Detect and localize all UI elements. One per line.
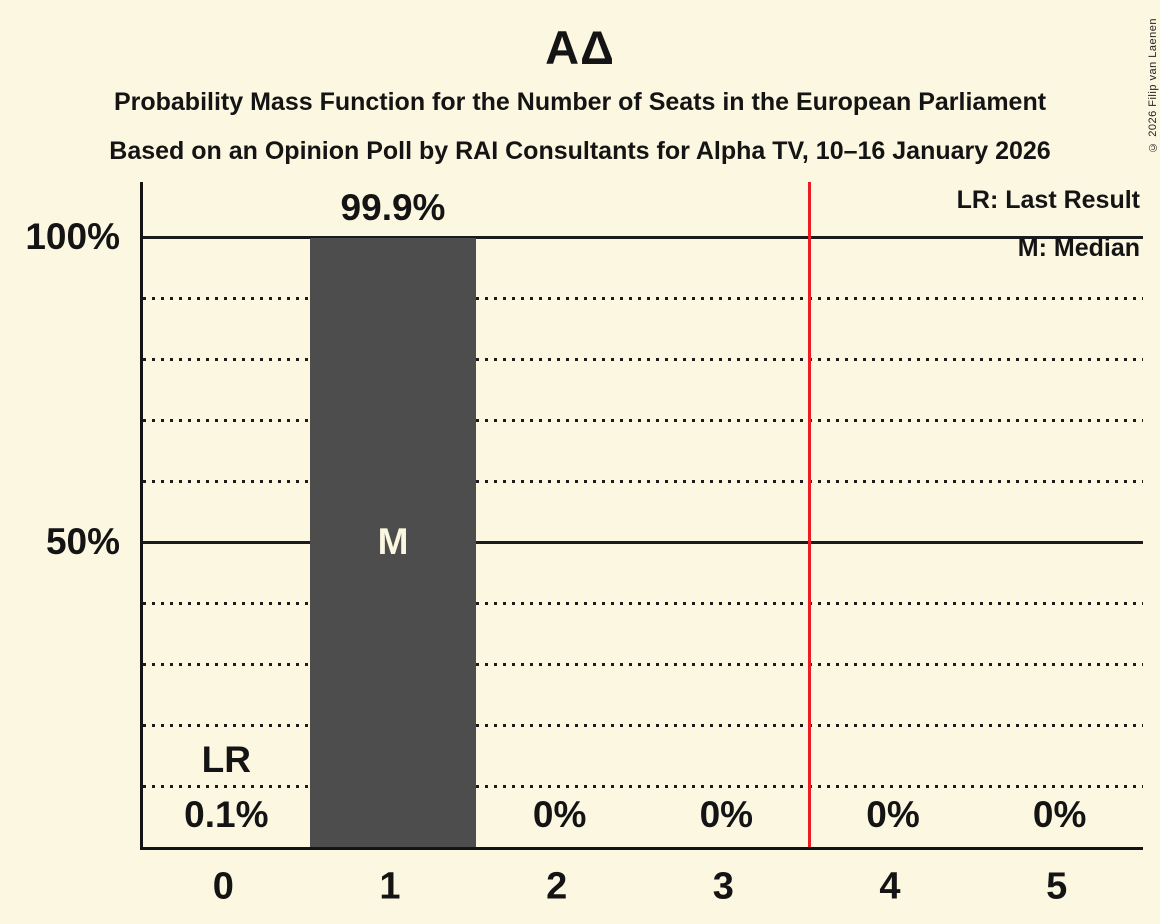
x-axis-labels: 0 1 2 3 4 5: [140, 850, 1140, 924]
gridline-50pct: [143, 541, 1143, 544]
value-label-seats-3: 0%: [699, 794, 754, 835]
value-label-seats-5: 0%: [1032, 794, 1087, 835]
x-tick-label-0: 0: [212, 865, 234, 908]
gridline-60pct: [143, 480, 1143, 483]
gridline-80pct: [143, 358, 1143, 361]
y-tick-label-50: 50%: [45, 521, 120, 562]
gridline-100pct: [143, 236, 1143, 239]
value-label-seats-4: 0%: [866, 794, 920, 835]
value-label-seats-2: 0%: [532, 794, 587, 835]
x-tick-label-5: 5: [1046, 865, 1068, 908]
x-tick-label-4: 4: [879, 865, 901, 908]
legend-median: M: Median: [1017, 234, 1140, 262]
gridline-40pct: [143, 602, 1143, 605]
x-tick-label-2: 2: [546, 865, 568, 908]
gridline-70pct: [143, 419, 1143, 422]
legend-last-result: LR: Last Result: [956, 186, 1140, 214]
value-label-seats-1: 99.9%: [340, 187, 446, 228]
chart-subtitle: Probability Mass Function for the Number…: [113, 88, 1047, 116]
y-tick-label-100: 100%: [25, 216, 120, 257]
gridline-20pct: [143, 724, 1143, 727]
x-tick-label-1: 1: [379, 865, 401, 908]
chart-title: ΑΔ: [545, 21, 615, 74]
value-label-seats-0: 0.1%: [184, 794, 269, 835]
plot-area: 99.9% M LR 0.1% 0% 0% 0% 0%: [140, 182, 1143, 850]
last-result-marker: LR: [201, 739, 251, 780]
copyright-notice: © 2026 Filip van Laenen: [1147, 18, 1159, 153]
threshold-line: [808, 182, 812, 847]
x-tick-label-3: 3: [712, 865, 734, 908]
gridline-90pct: [143, 297, 1143, 300]
gridline-10pct: [143, 785, 1143, 788]
bar-seats-1: [309, 238, 477, 847]
chart-subsubtitle: Based on an Opinion Poll by RAI Consulta…: [109, 137, 1051, 165]
gridline-30pct: [143, 663, 1143, 666]
median-marker: M: [377, 521, 409, 562]
